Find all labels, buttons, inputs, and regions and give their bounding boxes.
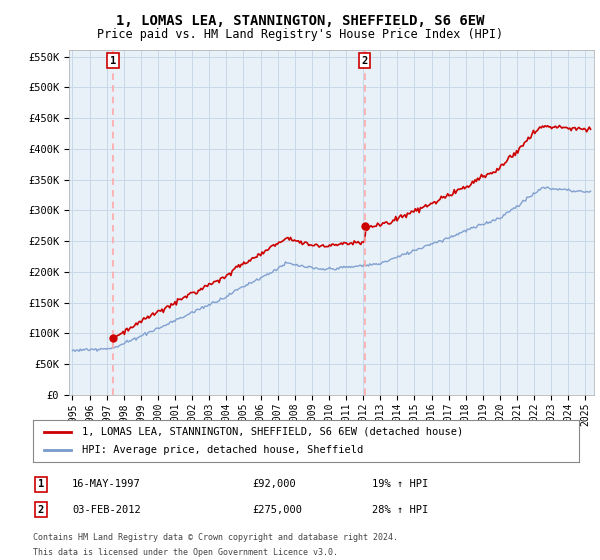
Text: HPI: Average price, detached house, Sheffield: HPI: Average price, detached house, Shef… (82, 445, 364, 455)
Text: £92,000: £92,000 (252, 479, 296, 489)
Text: 1: 1 (110, 55, 116, 66)
Text: 28% ↑ HPI: 28% ↑ HPI (372, 505, 428, 515)
Text: 16-MAY-1997: 16-MAY-1997 (72, 479, 141, 489)
Text: 2: 2 (362, 55, 368, 66)
Text: 03-FEB-2012: 03-FEB-2012 (72, 505, 141, 515)
Text: 2: 2 (38, 505, 44, 515)
Text: 1: 1 (38, 479, 44, 489)
Text: Contains HM Land Registry data © Crown copyright and database right 2024.: Contains HM Land Registry data © Crown c… (33, 533, 398, 542)
Text: 1, LOMAS LEA, STANNINGTON, SHEFFIELD, S6 6EW (detached house): 1, LOMAS LEA, STANNINGTON, SHEFFIELD, S6… (82, 427, 463, 437)
Text: 1, LOMAS LEA, STANNINGTON, SHEFFIELD, S6 6EW: 1, LOMAS LEA, STANNINGTON, SHEFFIELD, S6… (116, 14, 484, 28)
Text: £275,000: £275,000 (252, 505, 302, 515)
Text: 19% ↑ HPI: 19% ↑ HPI (372, 479, 428, 489)
Text: This data is licensed under the Open Government Licence v3.0.: This data is licensed under the Open Gov… (33, 548, 338, 557)
Text: Price paid vs. HM Land Registry's House Price Index (HPI): Price paid vs. HM Land Registry's House … (97, 28, 503, 41)
